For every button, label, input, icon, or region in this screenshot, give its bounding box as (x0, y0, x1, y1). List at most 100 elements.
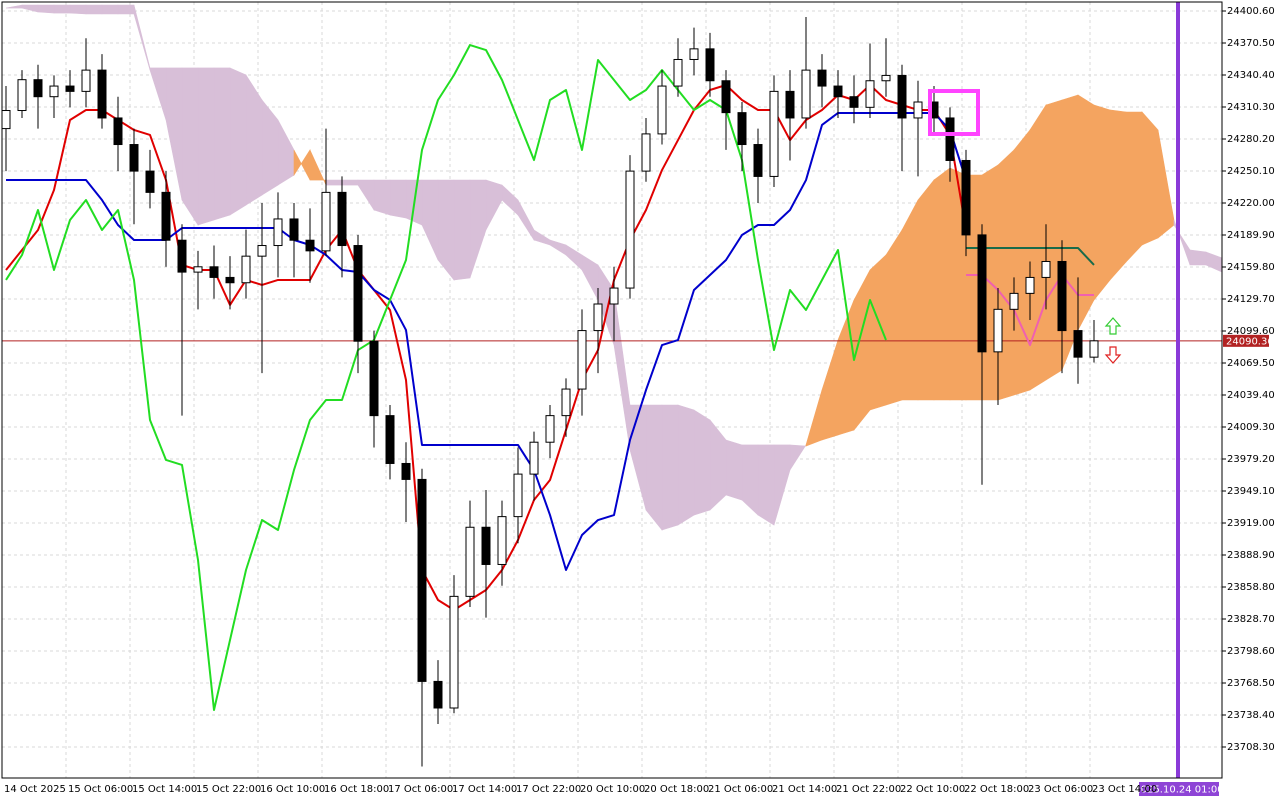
candle-body (753, 144, 763, 177)
x-tick-label: 15 Oct 22:00 (196, 784, 261, 795)
candle-body (337, 191, 347, 247)
y-tick-label: 24129.70 (1227, 294, 1275, 305)
cloud-segment (53, 4, 71, 14)
candle-body (2, 110, 11, 130)
y-tick-label: 24400.60 (1227, 6, 1275, 17)
cloud-segment (69, 4, 87, 15)
time-marker-label: 2025.10.24 01:00 (1134, 785, 1223, 796)
candle-body (961, 159, 971, 236)
x-tick-label: 15 Oct 06:00 (68, 784, 133, 795)
candle-body (577, 330, 587, 390)
candle-body (193, 266, 203, 273)
candle-body (641, 133, 651, 172)
candle-body (945, 117, 955, 161)
indicator-line (5, 44, 887, 712)
y-tick-label: 24310.30 (1227, 102, 1275, 113)
candle-body (273, 218, 283, 247)
candle-body (353, 245, 363, 342)
time-marker-label-bg (1139, 782, 1219, 796)
current-price-label-bg (1223, 334, 1269, 347)
y-tick-label: 24220.00 (1227, 198, 1275, 209)
cloud-segment (1125, 111, 1143, 263)
y-tick-label: 23919.00 (1227, 518, 1275, 529)
cloud-segment (757, 444, 775, 526)
y-tick-label: 24039.40 (1227, 390, 1275, 401)
candle-body (609, 287, 619, 305)
x-tick-label: 21 Oct 22:00 (836, 784, 901, 795)
candle-body (321, 191, 331, 252)
candle-body (817, 69, 827, 87)
candle-body (209, 266, 219, 278)
y-tick-label: 24340.40 (1227, 70, 1275, 81)
candle-body (161, 191, 171, 241)
candle-body (1009, 292, 1019, 310)
y-tick-label: 23888.90 (1227, 550, 1275, 561)
x-tick-label: 23 Oct 06:00 (1028, 784, 1093, 795)
candle-body (465, 526, 475, 597)
buy-arrow (1104, 317, 1122, 335)
candle-body (785, 90, 795, 119)
cloud-segment (885, 228, 903, 406)
cloud-segment (693, 409, 711, 516)
candle-body (849, 96, 859, 108)
plot-frame (1, 1, 1223, 779)
candle-body (1041, 260, 1051, 278)
x-tick-label: 21 Oct 06:00 (708, 784, 773, 795)
candle-body (769, 90, 779, 177)
cloud-segment (917, 179, 935, 401)
cloud-segment (325, 179, 343, 186)
cloud-segment (725, 439, 743, 501)
candle-body (721, 80, 731, 114)
x-tick-label: 16 Oct 18:00 (324, 784, 389, 795)
candle-body (689, 48, 699, 60)
cloud-segment (997, 149, 1015, 401)
candle-body (657, 85, 667, 135)
candle-body (417, 478, 427, 682)
cloud-segment (373, 179, 391, 216)
candle-body (705, 48, 715, 82)
candle-body (449, 595, 459, 709)
candle-body (401, 462, 411, 480)
candle-body (129, 144, 139, 172)
candle-body (97, 69, 107, 119)
x-tick-label: 16 Oct 10:00 (260, 784, 325, 795)
candle-body (65, 85, 75, 92)
x-tick-label: 22 Oct 18:00 (964, 784, 1029, 795)
cloud-segment (37, 4, 55, 14)
cloud-segment (453, 179, 471, 281)
x-tick-label: 20 Oct 18:00 (644, 784, 709, 795)
candle-body (913, 101, 923, 119)
y-tick-label: 24009.30 (1227, 422, 1275, 433)
y-tick-label: 24099.60 (1227, 326, 1275, 337)
candle-body (145, 170, 155, 193)
cloud-segment (213, 67, 231, 221)
x-tick-label: 17 Oct 22:00 (516, 784, 581, 795)
x-tick-label: 20 Oct 10:00 (580, 784, 645, 795)
cloud-segment (1141, 111, 1159, 246)
y-tick-label: 24069.50 (1227, 358, 1275, 369)
candle-body (993, 308, 1003, 353)
cloud-segment (1093, 104, 1111, 301)
candle-body (1089, 340, 1099, 358)
highlight-box (928, 89, 980, 136)
candle-body (241, 255, 251, 284)
candle-body (481, 526, 491, 565)
y-tick-label: 23738.40 (1227, 710, 1275, 721)
x-tick-label: 17 Oct 14:00 (452, 784, 517, 795)
candle-body (257, 245, 267, 257)
candle-body (545, 415, 555, 443)
y-tick-label: 23708.30 (1227, 742, 1275, 753)
cloud-segment (181, 67, 199, 227)
y-tick-label: 24280.20 (1227, 134, 1275, 145)
x-tick-label: 14 Oct 2025 (4, 784, 66, 795)
candle-body (1025, 276, 1035, 294)
cloud-segment (661, 404, 679, 531)
candle-body (1057, 260, 1067, 332)
cloud-segment (229, 67, 247, 216)
cloud-segment (117, 4, 135, 15)
candle-body (433, 680, 443, 709)
cloud-segment (1013, 129, 1031, 396)
candle-body (593, 303, 603, 332)
